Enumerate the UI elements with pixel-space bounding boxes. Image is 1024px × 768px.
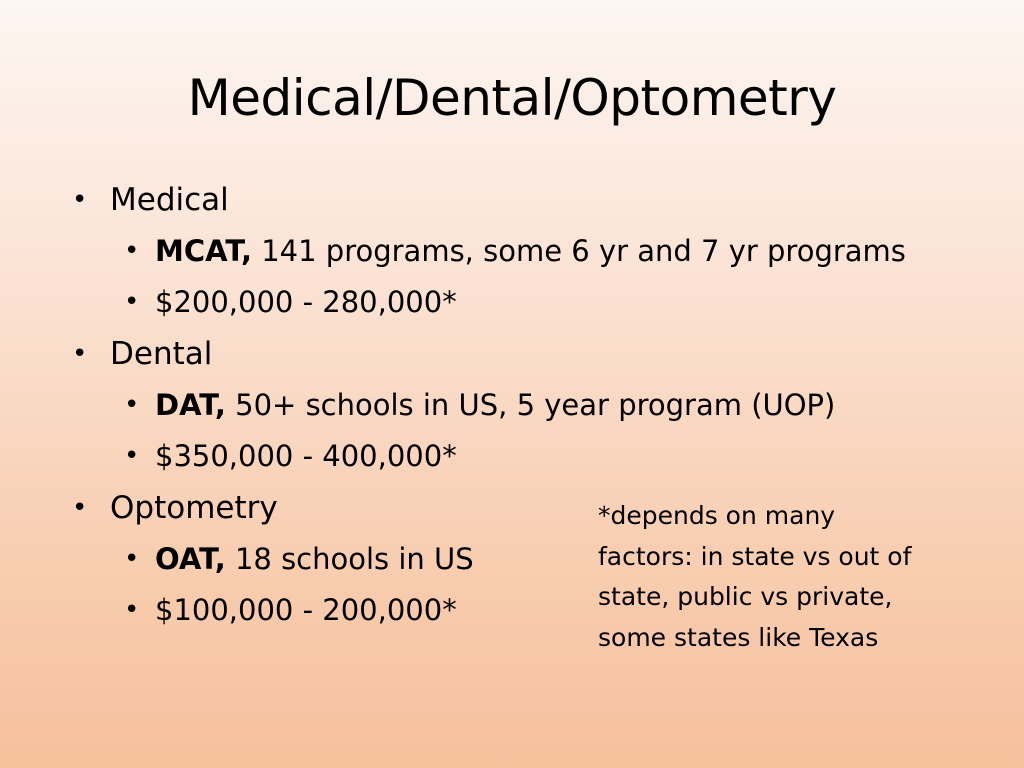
slide-title: Medical/Dental/Optometry: [187, 69, 837, 127]
sub-bullet-dat: DAT, 50+ schools in US, 5 year program (…: [155, 386, 835, 424]
bullet-icon: •: [124, 287, 140, 317]
bullet-dental: Dental: [110, 336, 213, 372]
bullet-icon: •: [72, 493, 88, 523]
exam-label: OAT,: [155, 542, 226, 576]
exam-label: DAT,: [155, 388, 226, 422]
footnote-line: some states like Texas: [598, 622, 879, 652]
bullet-icon: •: [124, 390, 140, 420]
sub-bullet-dental-cost: $350,000 - 400,000*: [155, 439, 457, 473]
sub-bullet-text: 18 schools in US: [225, 542, 474, 576]
exam-label: MCAT,: [155, 234, 252, 268]
sub-bullet-text: 50+ schools in US, 5 year program (UOP): [225, 388, 836, 422]
sub-bullet-medical-cost: $200,000 - 280,000*: [155, 285, 457, 319]
footnote-line: state, public vs private,: [598, 582, 893, 611]
footnote-line: factors: in state vs out of: [598, 541, 912, 571]
bullet-icon: •: [124, 236, 140, 266]
bullet-icon: •: [124, 441, 140, 471]
bullet-optometry: Optometry: [110, 490, 278, 526]
sub-bullet-text: 141 programs, some 6 yr and 7 yr program…: [252, 234, 906, 268]
footnote: *depends on many factors: in state vs ou…: [598, 496, 978, 658]
sub-bullet-oat: OAT, 18 schools in US: [155, 540, 474, 578]
bullet-medical: Medical: [110, 182, 229, 218]
bullet-icon: •: [124, 595, 140, 625]
bullet-icon: •: [72, 185, 88, 215]
sub-bullet-mcat: MCAT, 141 programs, some 6 yr and 7 yr p…: [155, 232, 906, 270]
bullet-icon: •: [72, 339, 88, 369]
bullet-icon: •: [124, 544, 140, 574]
sub-bullet-optometry-cost: $100,000 - 200,000*: [155, 593, 457, 627]
footnote-line: *depends on many: [598, 501, 836, 530]
